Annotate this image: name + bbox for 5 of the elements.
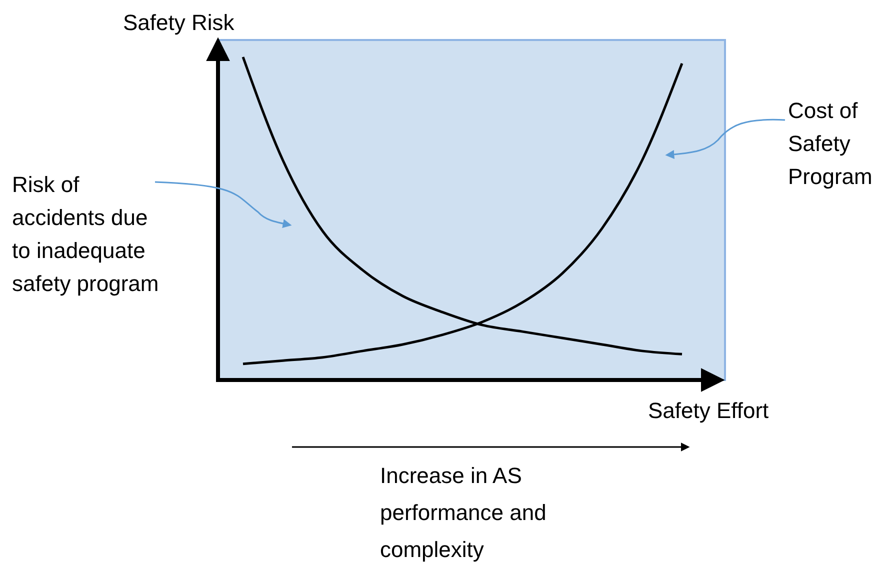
x-axis-title: Safety Effort [648,398,769,423]
text: Risk of accidents due to inadequate safety program [12,172,159,296]
text: Cost of Safety Program [788,98,872,189]
y-axis-title: Safety Risk [123,10,236,35]
text: Increase in AS performance and complexity [380,463,546,562]
